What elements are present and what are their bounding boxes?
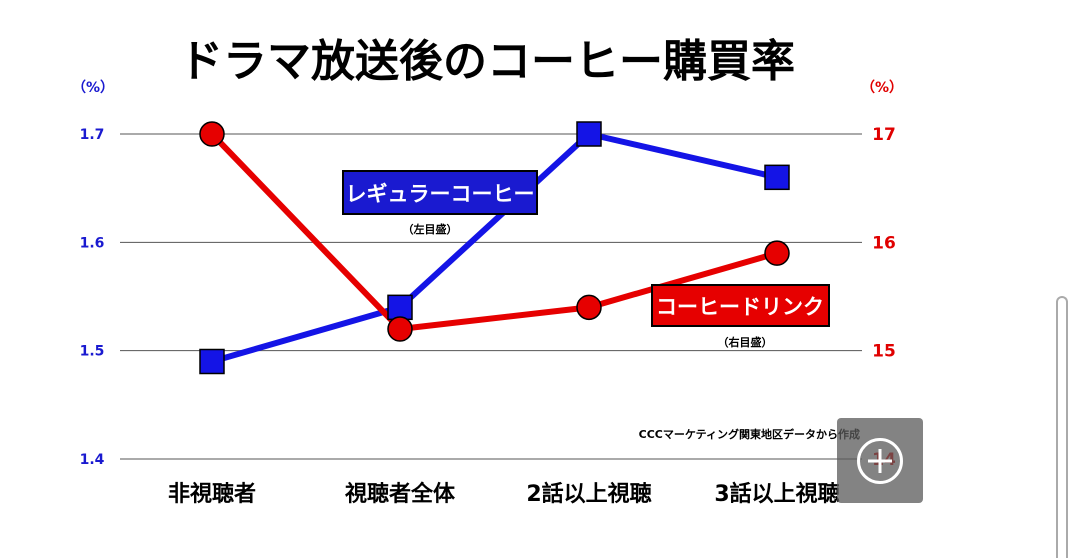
right-tick-label: 16 xyxy=(872,233,896,253)
left-tick-label: 1.6 xyxy=(80,235,105,251)
data-point xyxy=(387,316,413,342)
category-labels: 非視聴者 視聴者全体 2話以上視聴 3話以上視聴 xyxy=(168,481,840,507)
category-label: 2話以上視聴 xyxy=(526,481,651,507)
data-point xyxy=(576,121,602,147)
left-tick-label: 1.4 xyxy=(80,452,105,468)
right-axis-unit: （%） xyxy=(861,80,903,96)
data-point xyxy=(764,240,790,266)
left-tick-label: 1.5 xyxy=(80,344,105,360)
category-label: 非視聴者 xyxy=(168,482,256,507)
data-point xyxy=(199,121,225,147)
legend-regular-coffee-axis-note: （左目盛） xyxy=(403,222,458,236)
legend-regular-coffee: レギュラーコーヒー （左目盛） xyxy=(342,170,538,236)
legend-coffee-drink-axis-note: （右目盛） xyxy=(718,335,773,349)
series-line xyxy=(211,131,778,365)
left-axis-unit: （%） xyxy=(72,80,114,96)
legend-coffee-drink-label: コーヒードリンク xyxy=(656,295,824,319)
zoom-button[interactable] xyxy=(837,418,923,503)
left-tick-label: 1.7 xyxy=(80,127,105,143)
source-note: CCCマーケティング関東地区データから作成 xyxy=(639,427,860,441)
legend-regular-coffee-label: レギュラーコーヒー xyxy=(346,182,535,206)
category-label: 3話以上視聴 xyxy=(714,481,839,507)
series-line xyxy=(209,131,778,332)
category-label: 視聴者全体 xyxy=(345,481,456,507)
zoom-in-icon xyxy=(857,437,903,484)
data-point xyxy=(199,348,225,375)
data-point xyxy=(387,294,413,321)
right-tick-label: 17 xyxy=(872,125,896,145)
legend-coffee-drink-box xyxy=(651,284,830,327)
scrollbar[interactable] xyxy=(1056,296,1068,558)
chart-title: ドラマ放送後のコーヒー購買率 xyxy=(179,36,795,87)
right-tick-label: 15 xyxy=(872,342,896,362)
data-point xyxy=(576,294,602,321)
series-lines xyxy=(209,131,778,365)
series-markers xyxy=(199,121,790,375)
legend-coffee-drink: コーヒードリンク （右目盛） xyxy=(651,284,830,349)
data-point xyxy=(764,164,790,191)
legend-regular-coffee-box xyxy=(342,170,538,215)
